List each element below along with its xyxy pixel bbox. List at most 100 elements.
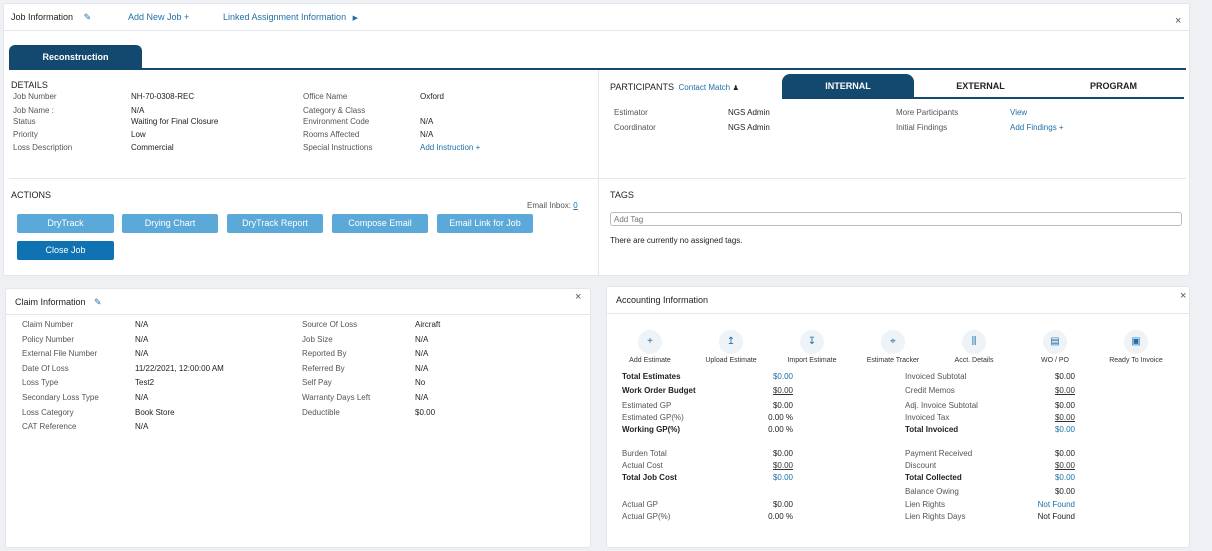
row-label: Burden Total — [622, 449, 667, 458]
row-label: Reported By — [302, 349, 347, 358]
upload-estimate-icon[interactable]: ↥ — [719, 330, 743, 354]
row-value: $0.00 — [1054, 372, 1075, 381]
accounting-card: Accounting Information × + Add Estimate … — [606, 286, 1190, 548]
row-label: Secondary Loss Type — [22, 393, 99, 402]
close-icon[interactable]: × — [575, 291, 582, 303]
contact-match-link[interactable]: Contact Match — [678, 83, 731, 92]
wo-po-label[interactable]: WO / PO — [1041, 357, 1069, 364]
row-value[interactable]: $0.00 — [1054, 461, 1075, 470]
no-tags-text: There are currently no assigned tags. — [610, 236, 743, 245]
add-tag-input[interactable] — [610, 212, 1182, 226]
row-value: $0.00 — [1054, 425, 1075, 434]
close-job-button[interactable]: Close Job — [17, 241, 114, 260]
row-value[interactable]: $0.00 — [1054, 386, 1075, 395]
edit-pencil-icon[interactable]: ✎ — [83, 12, 92, 22]
close-icon[interactable]: × — [1175, 15, 1182, 27]
tab-external[interactable]: EXTERNAL — [956, 81, 1005, 91]
row-label: Adj. Invoice Subtotal — [905, 401, 978, 410]
ready-to-invoice-label[interactable]: Ready To Invoice — [1109, 357, 1163, 364]
acct-details-icon[interactable]: ⫼ — [962, 330, 986, 354]
row-value: Oxford — [420, 92, 445, 101]
row-value: NH-70-0308-REC — [131, 92, 195, 101]
header-divider — [4, 30, 1189, 31]
add-new-job-link[interactable]: Add New Job + — [128, 12, 190, 22]
claim-divider — [6, 314, 590, 315]
row-label: Invoiced Tax — [905, 413, 950, 422]
row-value[interactable]: Add Instruction + — [420, 143, 481, 152]
row-value: $0.00 — [1054, 473, 1075, 482]
row-value: Commercial — [131, 143, 174, 152]
add-estimate-icon[interactable]: + — [638, 330, 662, 354]
row-value: Waiting for Final Closure — [131, 117, 219, 126]
tab-reconstruction[interactable]: Reconstruction — [9, 45, 142, 69]
row-value: 0.00 % — [768, 512, 793, 521]
row-label: Date Of Loss — [22, 364, 69, 373]
estimate-tracker-label[interactable]: Estimate Tracker — [866, 357, 920, 364]
view-participants-link[interactable]: View — [1010, 108, 1028, 117]
wo-po-icon[interactable]: ▤ — [1043, 330, 1067, 354]
ready-to-invoice-icon[interactable]: ▣ — [1124, 330, 1148, 354]
import-estimate-label[interactable]: Import Estimate — [787, 357, 837, 364]
row-label: Priority — [13, 130, 38, 139]
row-value: No — [415, 378, 426, 387]
row-label: Loss Type — [22, 378, 59, 387]
row-label: Special Instructions — [303, 143, 373, 152]
row-label: Deductible — [302, 408, 340, 417]
close-icon[interactable]: × — [1180, 290, 1187, 302]
email-inbox-count[interactable]: 0 — [573, 201, 578, 210]
row-value: $0.00 — [1054, 401, 1075, 410]
add-estimate-label[interactable]: Add Estimate — [629, 357, 671, 364]
row-label: Loss Category — [22, 408, 74, 417]
tab-program[interactable]: PROGRAM — [1090, 81, 1137, 91]
accounting-divider — [607, 313, 1189, 314]
import-estimate-icon[interactable]: ↧ — [800, 330, 824, 354]
row-value: Aircraft — [415, 320, 441, 329]
estimator-value: NGS Admin — [728, 108, 770, 117]
job-information-label: Job Information — [11, 12, 74, 22]
row-value: $0.00 — [772, 449, 793, 458]
row-label: Total Invoiced — [905, 425, 959, 434]
row-value[interactable]: $0.00 — [772, 386, 793, 395]
email-inbox-label: Email Inbox: — [527, 201, 572, 210]
row-label: Warranty Days Left — [302, 393, 371, 402]
details-divider — [9, 178, 1186, 179]
estimator-label: Estimator — [614, 108, 648, 117]
row-label: Office Name — [303, 92, 348, 101]
tab-underline — [9, 68, 1186, 70]
row-label: Status — [13, 117, 36, 126]
job-card: Job Information ✎ Add New Job + Linked A… — [3, 3, 1190, 276]
drying-chart-button[interactable]: Drying Chart — [122, 214, 218, 233]
claim-title-label: Claim Information — [15, 297, 86, 307]
drytrack-button[interactable]: DryTrack — [17, 214, 114, 233]
row-value: N/A — [420, 117, 434, 126]
upload-estimate-label[interactable]: Upload Estimate — [705, 357, 757, 364]
row-value: $0.00 — [772, 372, 793, 381]
row-label: CAT Reference — [22, 422, 77, 431]
row-value: $0.00 — [1054, 487, 1075, 496]
compose-email-button[interactable]: Compose Email — [332, 214, 428, 233]
linked-assignment-link[interactable]: Linked Assignment Information ▶ — [223, 12, 358, 22]
add-findings-link[interactable]: Add Findings + — [1010, 123, 1064, 132]
row-label: Estimated GP — [622, 401, 672, 410]
row-label: Work Order Budget — [622, 386, 696, 395]
email-inbox: Email Inbox: 0 — [527, 201, 578, 210]
row-label: Actual Cost — [622, 461, 663, 470]
estimate-tracker-icon[interactable]: ⌖ — [881, 330, 905, 354]
row-value: N/A — [415, 335, 429, 344]
edit-pencil-icon[interactable]: ✎ — [94, 297, 102, 307]
row-label: Rooms Affected — [303, 130, 360, 139]
tab-internal[interactable]: INTERNAL — [782, 74, 914, 98]
acct-details-label[interactable]: Acct. Details — [954, 357, 994, 364]
email-link-button[interactable]: Email Link for Job — [437, 214, 533, 233]
row-label: Claim Number — [22, 320, 74, 329]
row-value[interactable]: $0.00 — [1054, 413, 1075, 422]
drytrack-report-button[interactable]: DryTrack Report — [227, 214, 323, 233]
row-label: Policy Number — [22, 335, 75, 344]
row-value: $0.00 — [772, 401, 793, 410]
row-label: Category & Class — [303, 106, 366, 115]
row-value: Book Store — [135, 408, 175, 417]
tab-reconstruction-label: Reconstruction — [42, 52, 109, 62]
row-label: Payment Received — [905, 449, 973, 458]
row-value[interactable]: $0.00 — [772, 461, 793, 470]
row-label: Working GP(%) — [622, 425, 681, 434]
